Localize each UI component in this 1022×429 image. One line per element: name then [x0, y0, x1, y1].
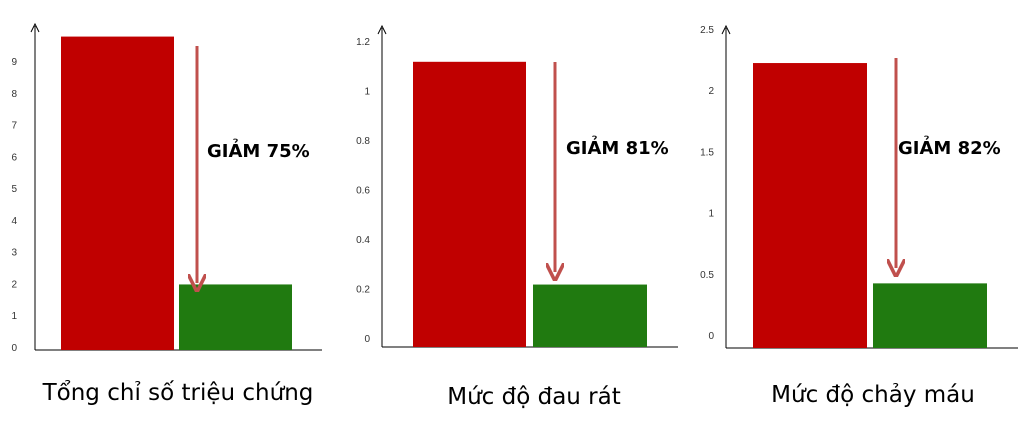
y-tick-label: 2.5 — [700, 25, 714, 36]
y-tick-label: 2 — [11, 279, 17, 290]
chart-symptom-score: 0 1 2 3 4 5 6 7 8 9 GIẢM 75% Tổng chỉ số triệu ch… — [11, 22, 322, 406]
y-tick-label: 0.5 — [700, 270, 714, 281]
y-tick-label: 0 — [11, 343, 17, 354]
y-tick-label: 9 — [11, 57, 17, 68]
bar-before — [61, 36, 174, 350]
reduction-label: GIẢM 82% — [898, 136, 1001, 159]
bar-after — [533, 284, 647, 347]
y-tick-label: 1.2 — [356, 37, 370, 48]
chart-pain-level: 0 0.2 0.4 0.6 0.8 1 1.2 GIẢM 81% Mức độ đau rá… — [356, 24, 678, 410]
y-tick-label: 0.6 — [356, 186, 370, 197]
y-tick-label: 1 — [708, 209, 714, 220]
y-tick-label: 0.8 — [356, 136, 370, 147]
y-axis-arrow-icon — [721, 24, 731, 35]
y-tick-label: 4 — [11, 216, 17, 227]
y-tick-label: 1.5 — [700, 147, 714, 158]
y-tick-label: 1 — [364, 87, 370, 98]
x-axis-label: Tổng chỉ số triệu chứng — [42, 380, 314, 406]
bar-after — [873, 283, 987, 348]
x-axis-label: Mức độ đau rát — [447, 384, 621, 410]
reduction-label: GIẢM 81% — [566, 136, 669, 159]
y-tick-label: 2 — [708, 86, 714, 97]
chart-bleeding-level: 0 0.5 1 1.5 2 2.5 GIẢM 82% Mức độ chảy máu — [700, 24, 1018, 408]
y-tick-label: 5 — [11, 184, 17, 195]
y-tick-label: 0 — [708, 331, 714, 342]
y-tick-labels: 0 1 2 3 4 5 6 7 8 9 — [11, 57, 17, 354]
y-tick-label: 1 — [11, 311, 17, 322]
bar-before — [413, 61, 526, 348]
y-axis-arrow-icon — [377, 24, 387, 35]
y-tick-label: 0.4 — [356, 235, 370, 246]
y-tick-label: 3 — [11, 248, 17, 259]
y-tick-label: 6 — [11, 152, 17, 163]
y-axis-arrow-icon — [30, 22, 40, 33]
x-axis-label: Mức độ chảy máu — [771, 382, 975, 408]
y-tick-label: 7 — [11, 121, 17, 132]
bar-after — [179, 284, 292, 350]
y-tick-label: 0.2 — [356, 285, 370, 296]
y-tick-label: 8 — [11, 89, 17, 100]
y-tick-label: 0 — [364, 334, 370, 345]
reduction-label: GIẢM 75% — [207, 139, 310, 162]
y-tick-labels: 0 0.5 1 1.5 2 2.5 — [700, 25, 714, 342]
y-tick-labels: 0 0.2 0.4 0.6 0.8 1 1.2 — [356, 37, 370, 345]
bar-before — [753, 63, 867, 348]
